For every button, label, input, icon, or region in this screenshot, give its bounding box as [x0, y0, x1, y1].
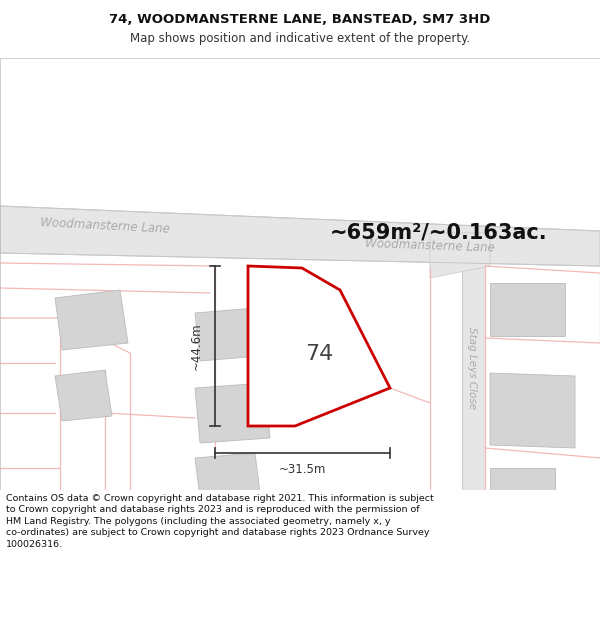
Text: Map shows position and indicative extent of the property.: Map shows position and indicative extent…	[130, 32, 470, 45]
Text: ~31.5m: ~31.5m	[279, 463, 326, 476]
Polygon shape	[490, 468, 555, 508]
Text: 74, WOODMANSTERNE LANE, BANSTEAD, SM7 3HD: 74, WOODMANSTERNE LANE, BANSTEAD, SM7 3H…	[109, 12, 491, 26]
Text: ~44.6m: ~44.6m	[190, 322, 203, 370]
Text: Stag Leys Close: Stag Leys Close	[467, 327, 477, 409]
Polygon shape	[430, 233, 490, 278]
Polygon shape	[0, 206, 600, 266]
Polygon shape	[490, 373, 575, 448]
Text: Contains OS data © Crown copyright and database right 2021. This information is : Contains OS data © Crown copyright and d…	[6, 494, 434, 549]
Text: Woodmansterne Lane: Woodmansterne Lane	[40, 216, 170, 236]
Polygon shape	[195, 453, 260, 498]
Polygon shape	[490, 283, 565, 336]
Polygon shape	[462, 233, 485, 490]
Text: Woodmansterne Lane: Woodmansterne Lane	[365, 238, 495, 255]
Polygon shape	[55, 290, 128, 350]
Polygon shape	[248, 266, 390, 426]
Text: 74: 74	[305, 344, 333, 364]
Polygon shape	[55, 370, 112, 421]
Polygon shape	[195, 308, 260, 361]
Text: ~659m²/~0.163ac.: ~659m²/~0.163ac.	[330, 223, 548, 243]
Polygon shape	[195, 383, 270, 443]
